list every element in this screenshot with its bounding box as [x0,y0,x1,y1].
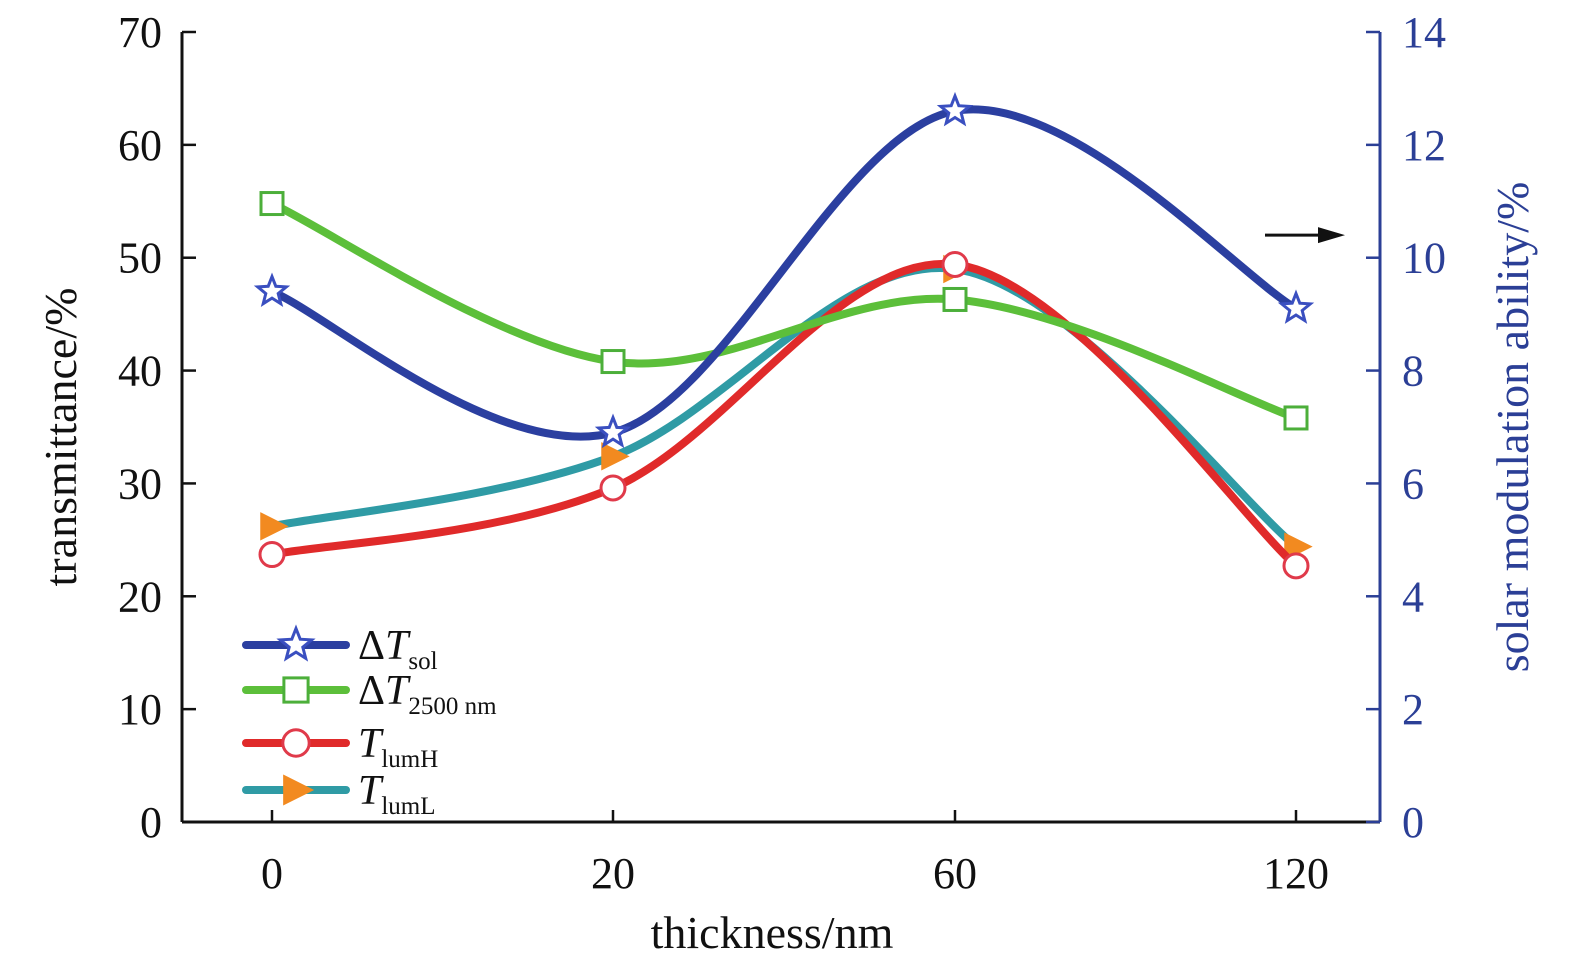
y-tick-label-left: 60 [118,121,162,170]
series-layer [253,91,1315,580]
legend-swatch-marker [276,624,316,662]
legend-item: TlumH [242,721,438,773]
data-point-lumL [260,512,289,541]
legend-label: TlumH [358,721,438,773]
y-tick-label-right: 14 [1402,8,1446,57]
annotation-arrow-head [1318,227,1345,244]
data-point-sol [253,272,291,308]
x-tick-label: 60 [933,849,977,898]
series-line-lumL [268,264,1300,551]
legend-label: TlumL [358,768,436,820]
data-point-2500-nm [942,286,968,312]
y-tick-label-right: 6 [1402,459,1424,508]
legend-item: ΔT2500 nm [242,668,497,720]
x-tick-label: 20 [591,849,635,898]
data-point-lumH [941,250,969,278]
series-line-2500-nm [268,199,1300,422]
x-tick-label: 120 [1263,849,1329,898]
legend-swatch-marker [283,774,315,806]
x-axis-title: thickness/nm [651,907,894,958]
y-tick-label-right: 4 [1402,572,1424,621]
y-tick-label-right: 8 [1402,347,1424,396]
series-line-lumH [268,259,1300,570]
y-tick-label-right: 12 [1402,121,1446,170]
data-point-2500-nm [1283,405,1309,431]
legend-label: ΔT2500 nm [358,668,497,720]
series-line-sol [268,105,1300,441]
data-point-2500-nm [600,349,626,375]
y-axis-title-left: transmittance/% [35,288,86,587]
legend-swatch-marker [281,728,311,758]
data-point-sol [1277,289,1315,324]
data-point-lumH [599,474,627,502]
data-point-lumL [601,442,630,471]
y-tick-label-left: 40 [118,347,162,396]
y-tick-label-right: 10 [1402,234,1446,283]
axes: 0 10 20 30 40 50 60 70 0 2 4 6 8 10 12 14 0 20 60 120 [118,8,1446,898]
data-point-lumH [1282,552,1310,580]
data-point-sol [936,91,974,127]
legend-label: ΔTsol [358,623,438,675]
y-tick-label-left: 20 [118,572,162,621]
y-tick-label-left: 70 [118,8,162,57]
legend-item: ΔTsol [242,623,438,675]
y-tick-label-right: 2 [1402,685,1424,734]
y-axis-title-right: solar modulation ability/% [1487,182,1538,673]
x-tick-label: 0 [261,849,283,898]
legend-item: TlumL [242,768,436,820]
legend-swatch-marker [282,676,310,704]
data-point-lumH [258,541,286,569]
y-tick-label-left: 30 [118,459,162,508]
data-point-2500-nm [259,191,285,217]
y-tick-label-left: 10 [118,685,162,734]
y-tick-label-right: 0 [1402,798,1424,847]
data-point-sol [594,413,632,449]
y-tick-label-left: 50 [118,234,162,283]
y-tick-label-left: 0 [140,798,162,847]
